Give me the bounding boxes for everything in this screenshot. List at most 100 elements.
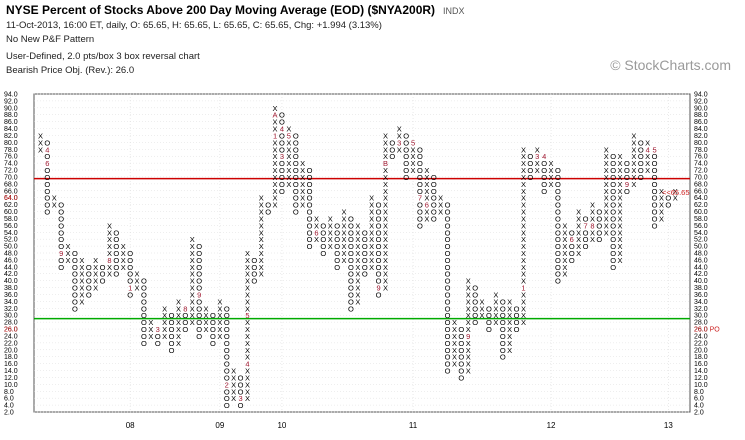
x-box: X [466,311,471,320]
x-box: X [135,270,140,279]
year-label: 09 [215,421,224,430]
o-box: O [100,270,106,279]
o-box: O [362,249,368,258]
x-box: X [79,277,84,286]
o-box: O [403,145,409,154]
month-marker: 1 [521,284,525,293]
o-box: O [348,277,354,286]
y-tick-label-right: 84.0 [694,126,708,133]
x-box: X [397,131,402,140]
x-box: X [507,304,512,313]
o-box: O [86,263,92,272]
x-box: X [217,318,222,327]
o-box: O [348,290,354,299]
x-box: X [659,194,664,203]
x-box: X [562,263,567,272]
o-box: O [458,346,464,355]
pattern-line: No New P&F Pattern [6,34,95,45]
o-box: O [182,311,188,320]
x-box: X [383,256,388,265]
y-tick-label-left: 32.0 [4,306,18,313]
x-box: X [466,339,471,348]
o-box: O [555,187,561,196]
x-box: X [466,360,471,369]
month-marker: 4 [542,152,546,161]
o-box: O [72,277,78,286]
x-box: X [631,131,636,140]
year-label: 10 [277,421,286,430]
x-box: X [411,166,416,175]
o-box: O [44,180,50,189]
month-marker: 2 [225,380,229,389]
o-box: O [210,332,216,341]
x-box: X [383,194,388,203]
y-tick-label-left: 74.0 [4,161,18,168]
y-tick-label-right: 22.0 [694,340,708,347]
y-tick-label-right: 34.0 [694,299,708,306]
x-box: X [107,270,112,279]
o-box: O [334,249,340,258]
o-box: O [555,270,561,279]
y-tick-label-left: 64.0 [4,195,18,202]
side-price-label: 26.0 PO [694,327,720,334]
x-box: X [521,270,526,279]
x-box: X [121,256,126,265]
o-box: O [44,152,50,161]
o-box: O [610,180,616,189]
o-box: O [514,304,520,313]
x-box: X [259,228,264,237]
o-box: O [210,339,216,348]
o-box: O [196,242,202,251]
x-box: X [245,256,250,265]
o-box: O [44,173,50,182]
o-box: O [279,187,285,196]
x-box: X [411,152,416,161]
x-box: X [273,173,278,182]
y-tick-label-left: 76.0 [4,154,18,161]
o-box: O [458,360,464,369]
o-box: O [596,228,602,237]
x-box: X [631,180,636,189]
y-tick-label-left: 60.0 [4,209,18,216]
o-box: O [417,166,423,175]
x-box: X [618,201,623,210]
x-box: X [245,304,250,313]
o-box: O [569,242,575,251]
x-box: X [659,208,664,217]
o-box: O [403,159,409,168]
month-marker: 4 [245,360,249,369]
o-box: O [652,173,658,182]
x-box: X [259,242,264,251]
x-box: X [604,159,609,168]
x-box: X [618,152,623,161]
x-box: X [190,235,195,244]
o-box: O [555,173,561,182]
y-tick-label-left: 30.0 [4,313,18,320]
x-box: X [245,263,250,272]
x-box: X [135,284,140,293]
x-box: X [259,194,264,203]
x-box: X [397,145,402,154]
o-box: O [652,180,658,189]
o-box: O [417,145,423,154]
y-tick-label-left: 86.0 [4,119,18,126]
x-box: X [618,214,623,223]
x-box: X [245,297,250,306]
x-box: X [383,221,388,230]
y-tick-label-left: 10.0 [4,382,18,389]
y-tick-label-right: 44.0 [694,264,708,271]
stockcharts-watermark: © StockCharts.com [610,57,731,73]
y-tick-label-left: 26.0 [4,327,18,334]
o-box: O [224,339,230,348]
o-box: O [458,325,464,334]
month-marker: 6 [425,201,429,210]
o-box: O [196,311,202,320]
y-tick-label-left: 24.0 [4,333,18,340]
x-box: X [466,346,471,355]
o-box: O [44,201,50,210]
o-box: O [652,166,658,175]
o-box: O [500,318,506,327]
o-box: O [652,221,658,230]
x-box: X [604,201,609,210]
o-box: O [86,270,92,279]
